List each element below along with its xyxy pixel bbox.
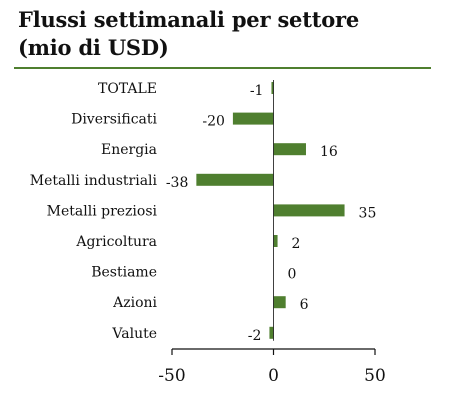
category-label-4: Metalli preziosi	[47, 203, 158, 219]
x-tick-label-0: -50	[158, 366, 185, 386]
value-label-8: -2	[248, 328, 262, 344]
category-label-6: Bestiame	[91, 265, 157, 281]
value-label-2: 16	[320, 144, 338, 160]
value-label-0: -1	[250, 83, 264, 99]
bar-1	[232, 112, 274, 125]
category-labels: TOTALE Diversificati Energia Metalli indust…	[30, 81, 158, 342]
value-label-3: -38	[166, 175, 189, 191]
category-label-2: Energia	[101, 142, 157, 158]
bar-8	[269, 326, 274, 339]
value-label-6: 0	[288, 267, 297, 283]
value-label-1: -20	[202, 114, 225, 130]
value-label-5: 2	[292, 236, 301, 252]
category-label-8: Valute	[111, 326, 157, 342]
x-axis: -50 0 50	[158, 80, 386, 386]
category-label-5: Agricoltura	[75, 234, 157, 250]
value-label-7: 6	[300, 297, 309, 313]
x-tick-label-2: 50	[364, 366, 386, 386]
value-labels: -1 -20 16 -38 35 2 06 -2	[166, 83, 377, 344]
bar-3	[196, 173, 274, 186]
bar-5	[273, 235, 278, 247]
chart-title-line1: Flussi settimanali per settore	[18, 7, 360, 32]
category-label-0: TOTALE	[98, 81, 157, 97]
category-label-3: Metalli industriali	[30, 173, 158, 189]
category-label-1: Diversificati	[71, 112, 157, 128]
chart-title-line2: (mio di USD)	[18, 35, 169, 60]
bar-4	[273, 204, 345, 217]
category-label-7: Azioni	[112, 295, 157, 311]
title-divider	[14, 67, 431, 69]
bar-7	[273, 296, 286, 309]
chart-title: Flussi settimanali per settore (mio di U…	[18, 6, 448, 62]
bar-0	[271, 82, 274, 94]
x-tick-label-1: 0	[268, 366, 279, 386]
value-label-4: 35	[359, 205, 377, 221]
bar-2	[273, 143, 306, 156]
bars-group	[196, 82, 345, 339]
